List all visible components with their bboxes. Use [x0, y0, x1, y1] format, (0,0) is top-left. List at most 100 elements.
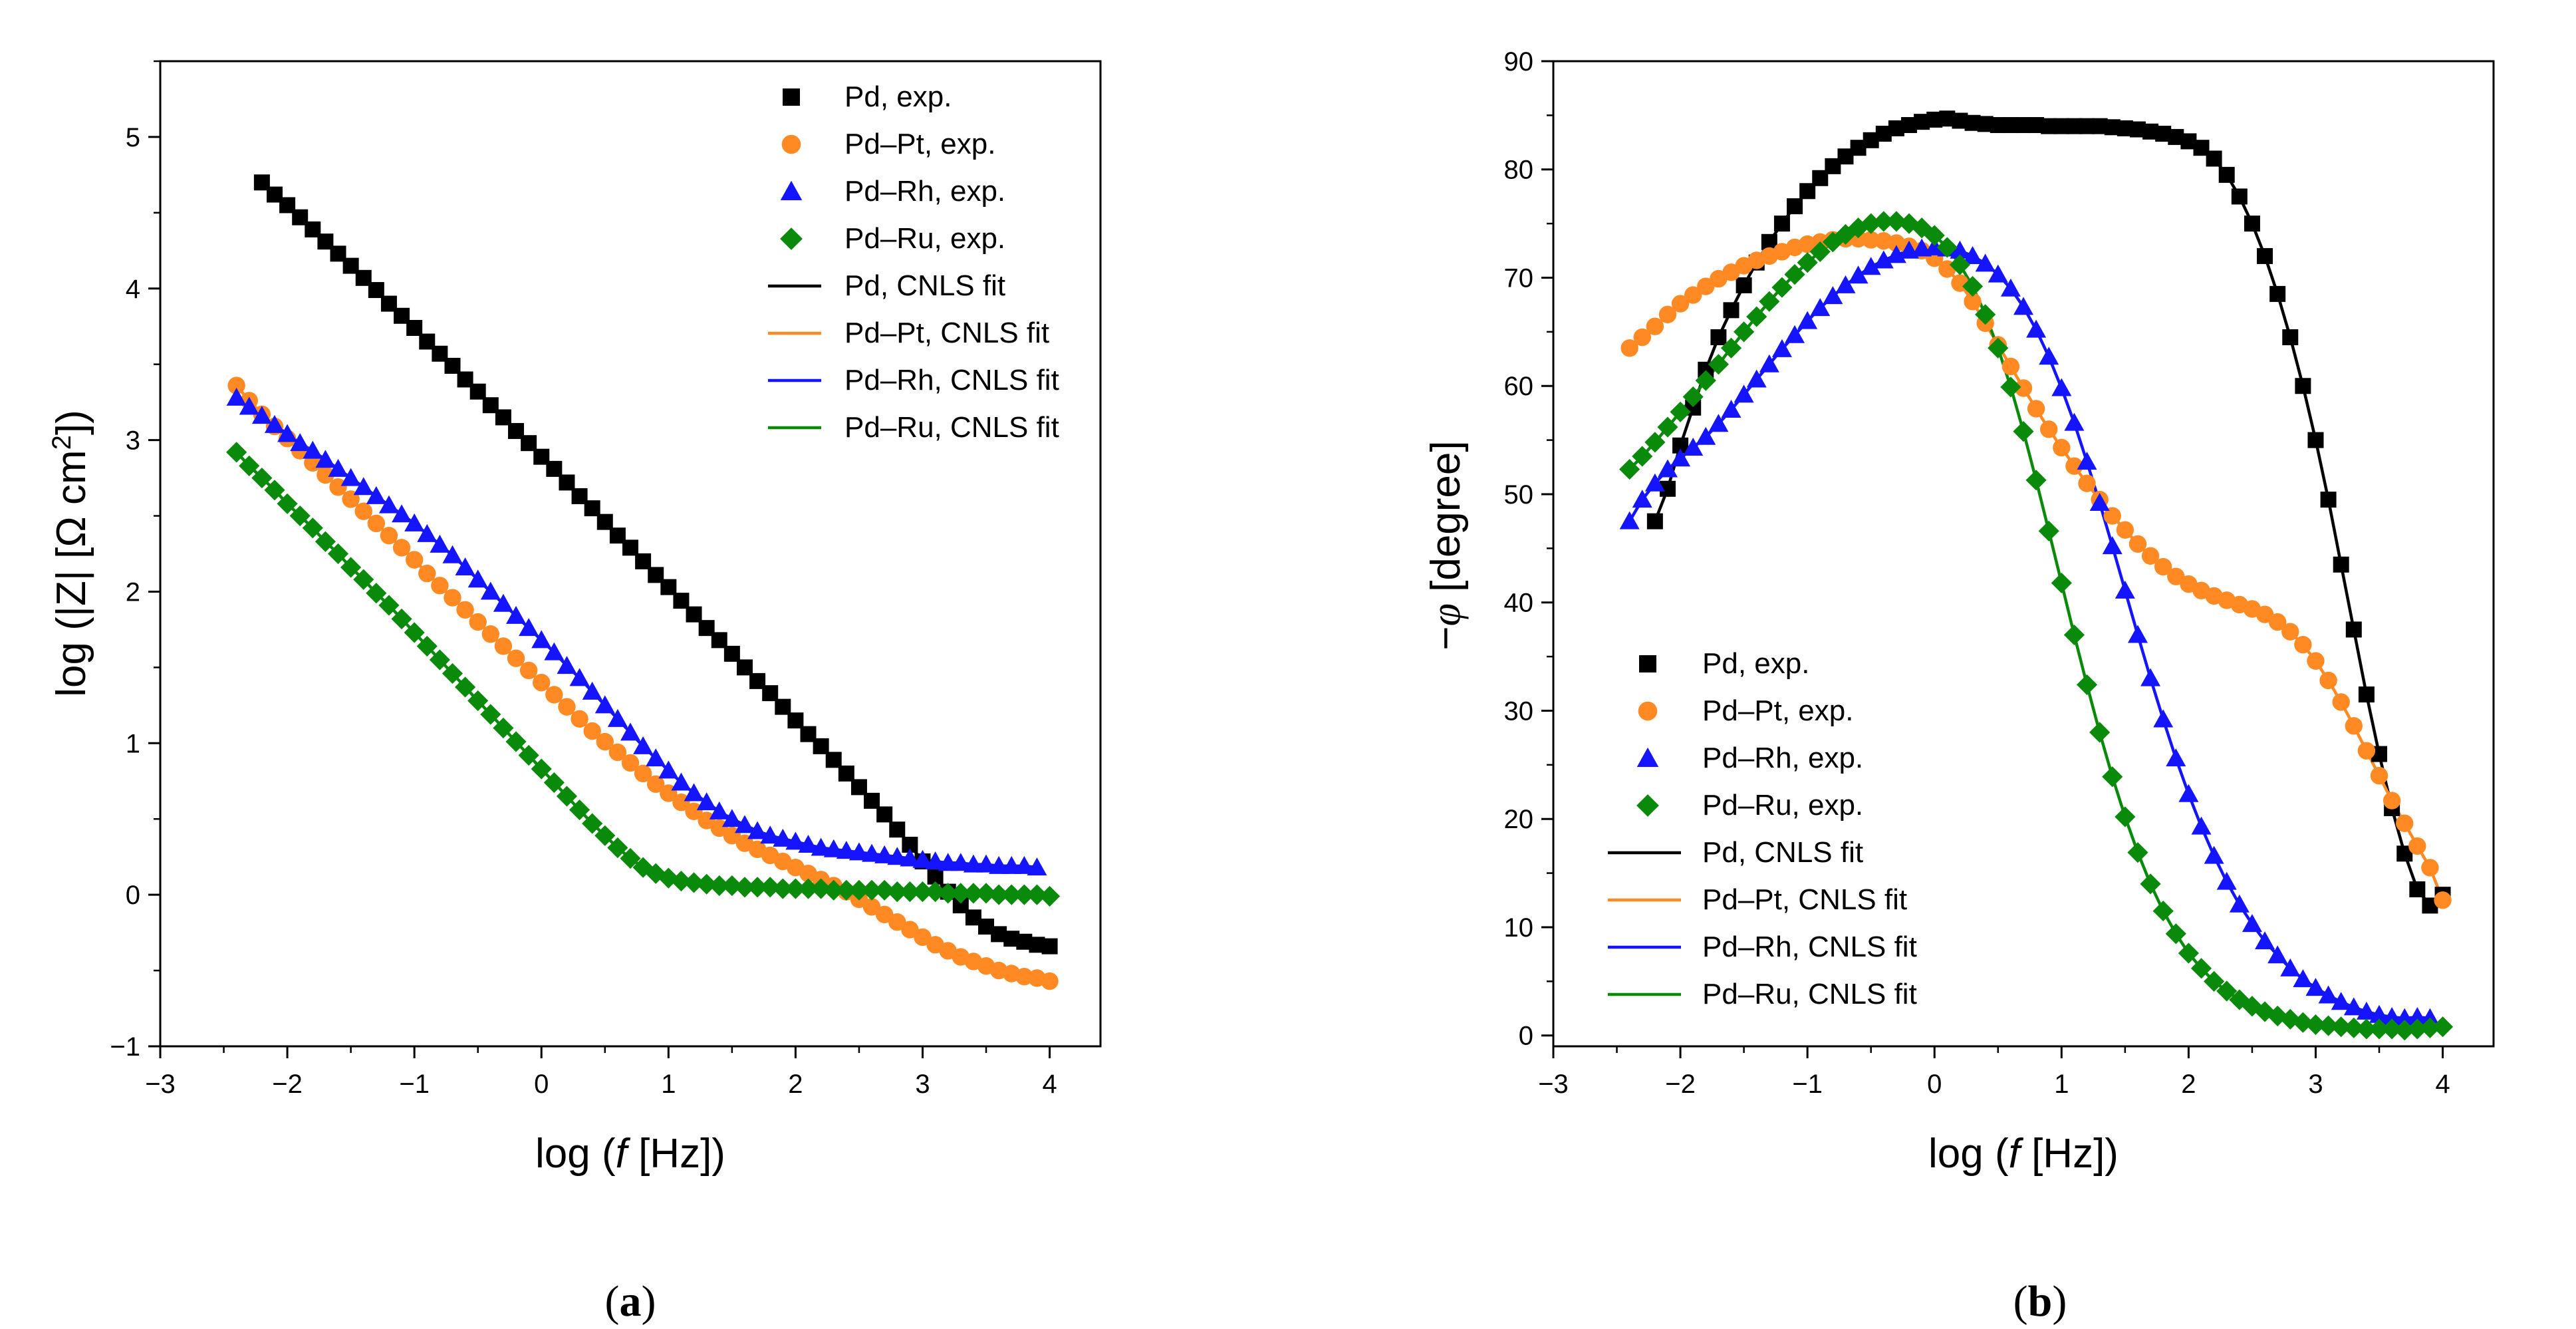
- data-point-square: [596, 514, 613, 530]
- data-point-diamond: [1695, 370, 1716, 391]
- data-point-triangle: [519, 618, 539, 637]
- data-point-diamond: [2343, 1017, 2365, 1038]
- data-point-triangle: [950, 853, 971, 871]
- legend-entry-label: Pd–Pt, CNLS fit: [1702, 883, 1907, 916]
- data-point-triangle: [251, 406, 272, 424]
- data-point-triangle: [1848, 265, 1868, 284]
- data-point-triangle: [2013, 297, 2033, 315]
- data-point-square: [723, 645, 740, 662]
- data-point-triangle: [531, 630, 552, 649]
- data-point-triangle: [1924, 237, 1945, 255]
- data-point-circle: [888, 913, 906, 931]
- data-point-square: [584, 500, 600, 517]
- data-point-circle: [405, 551, 424, 569]
- data-point-square: [622, 539, 638, 556]
- data-point-circle: [1684, 286, 1702, 304]
- data-point-triangle: [557, 656, 577, 674]
- data-point-square: [521, 435, 537, 452]
- data-point-diamond: [811, 878, 832, 899]
- data-point-diamond: [747, 877, 768, 898]
- data-point-circle: [507, 649, 525, 667]
- data-point-triangle: [2382, 1007, 2402, 1026]
- data-point-circle: [634, 764, 652, 783]
- data-point-triangle: [848, 842, 869, 861]
- data-point-circle: [2001, 357, 2020, 376]
- data-point-triangle: [1873, 250, 1894, 269]
- data-point-triangle: [2153, 709, 2174, 728]
- data-point-circle: [2167, 567, 2185, 585]
- data-point-diamond: [2190, 958, 2212, 979]
- panel-b-label: (b): [2013, 1277, 2067, 1326]
- data-point-triangle: [2140, 668, 2161, 686]
- data-point-circle: [2319, 671, 2337, 690]
- data-point-square: [736, 659, 753, 676]
- data-point-triangle: [340, 468, 361, 486]
- data-point-circle: [2281, 623, 2299, 641]
- data-point-diamond: [912, 881, 934, 903]
- data-point-triangle: [290, 433, 311, 452]
- data-point-diamond: [2406, 1018, 2428, 1040]
- data-point-diamond: [467, 690, 489, 712]
- data-point-diamond: [759, 877, 781, 898]
- data-point-circle: [2268, 613, 2287, 631]
- data-point-circle: [545, 686, 563, 704]
- data-point-triangle: [633, 736, 654, 754]
- legend-entry-label: Pd–Ru, CNLS fit: [844, 411, 1059, 444]
- data-point-diamond: [2381, 1018, 2402, 1040]
- data-point-diamond: [988, 884, 1009, 905]
- data-point-triangle: [658, 760, 679, 779]
- data-point-diamond: [226, 442, 247, 463]
- legend-symbol-square: [783, 88, 800, 106]
- data-point-diamond: [2115, 806, 2136, 827]
- legend-symbol-square: [1639, 655, 1656, 672]
- data-point-triangle: [2267, 945, 2288, 964]
- x-tick-label: 1: [661, 1070, 676, 1099]
- data-point-diamond: [2305, 1014, 2327, 1036]
- data-point-circle: [2053, 438, 2071, 457]
- data-point-circle: [392, 539, 411, 557]
- data-point-square: [2218, 166, 2235, 183]
- data-point-diamond: [797, 878, 819, 899]
- legend-symbol-circle: [1638, 701, 1658, 721]
- data-point-triangle: [303, 440, 323, 459]
- data-point-circle: [1964, 293, 1982, 311]
- data-point-circle: [2255, 605, 2274, 623]
- data-point-diamond: [1771, 277, 1793, 298]
- data-point-triangle: [1746, 369, 1767, 388]
- data-point-square: [2409, 881, 2426, 898]
- data-point-triangle: [2191, 816, 2212, 835]
- data-point-triangle: [1835, 275, 1856, 293]
- data-point-square: [635, 553, 652, 569]
- data-point-diamond: [1936, 237, 1958, 258]
- data-point-diamond: [2000, 376, 2021, 398]
- data-point-diamond: [2140, 873, 2161, 895]
- data-point-triangle: [785, 831, 806, 850]
- data-point-diamond: [493, 717, 514, 739]
- data-point-circle: [2154, 557, 2172, 576]
- data-point-circle: [367, 514, 386, 533]
- data-point-circle: [227, 376, 245, 394]
- data-point-square: [2257, 247, 2273, 264]
- data-point-triangle: [976, 854, 997, 873]
- data-point-triangle: [607, 708, 628, 727]
- data-point-diamond: [1924, 225, 1945, 246]
- data-point-diamond: [1797, 252, 1818, 273]
- y-tick-label: 80: [1504, 156, 1534, 185]
- data-point-square: [1041, 938, 1058, 955]
- data-point-diamond: [963, 883, 984, 904]
- data-point-diamond: [1670, 401, 1691, 422]
- data-point-triangle: [1759, 354, 1779, 372]
- data-point-circle: [533, 673, 551, 692]
- data-point-triangle: [620, 722, 640, 741]
- data-point-diamond: [454, 676, 476, 698]
- data-point-triangle: [430, 534, 450, 553]
- data-point-square: [825, 752, 842, 768]
- data-point-triangle: [900, 848, 920, 867]
- data-point-circle: [698, 812, 715, 829]
- data-point-diamond: [2152, 900, 2174, 922]
- y-tick-label: 90: [1504, 47, 1534, 76]
- data-point-square: [850, 779, 867, 796]
- data-point-triangle: [404, 513, 425, 531]
- y-tick-label: 3: [126, 426, 140, 456]
